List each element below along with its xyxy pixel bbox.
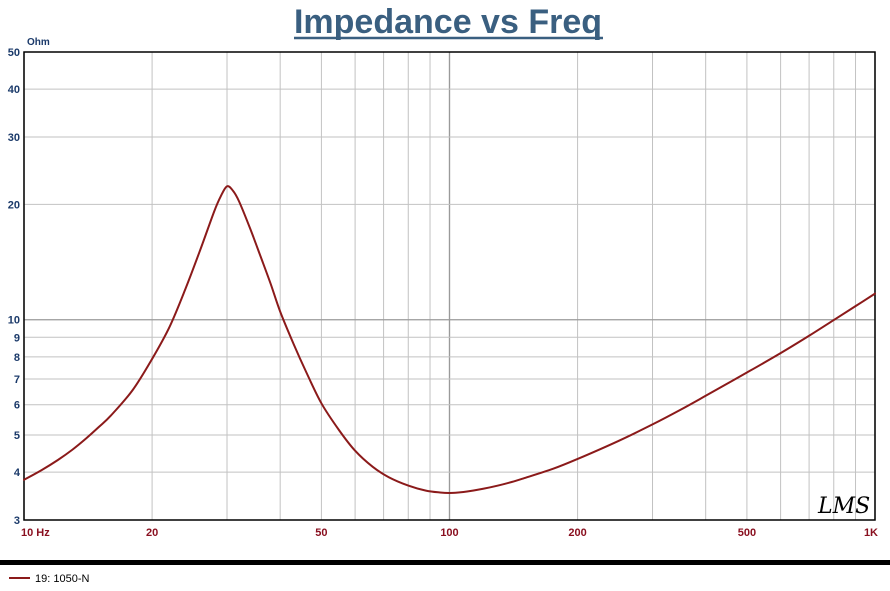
y-tick-label: 50	[8, 47, 20, 59]
series-layer	[23, 185, 876, 494]
y-axis-tick-labels: 3 4 5 6 7 8 9 10 20 30 40 50	[8, 47, 21, 527]
y-tick-label: 30	[8, 132, 20, 144]
y-axis-unit-label: Ohm	[27, 37, 50, 48]
legend-separator-bar	[0, 560, 890, 565]
legend: 19: 1050-N	[9, 573, 89, 585]
y-tick-label: 6	[14, 400, 20, 412]
y-tick-label: 9	[14, 332, 20, 344]
x-tick-label: 50	[315, 527, 327, 539]
x-tick-label: 20	[146, 527, 158, 539]
plot-area-frame	[23, 51, 876, 521]
y-tick-label: 4	[14, 467, 21, 479]
x-tick-label: 10 Hz	[21, 527, 50, 539]
y-tick-label: 7	[14, 374, 20, 386]
y-tick-label: 8	[14, 352, 20, 364]
y-tick-label: 5	[14, 430, 20, 442]
y-tick-label: 3	[14, 515, 20, 527]
x-tick-label: 200	[568, 527, 586, 539]
lms-signature-logo: LMS	[817, 494, 870, 519]
impedance-series-line	[23, 185, 876, 494]
y-tick-label: 40	[8, 84, 20, 96]
chart-title: Impedance vs Freq	[294, 3, 602, 41]
x-tick-label: 1K	[864, 527, 878, 539]
grid-lines	[23, 51, 876, 521]
legend-label: 19: 1050-N	[35, 573, 89, 585]
x-tick-label: 100	[440, 527, 458, 539]
x-axis-tick-labels: 10 Hz 20 50 100 200 500 1K	[21, 527, 878, 539]
y-tick-label: 20	[8, 199, 20, 211]
x-tick-label: 500	[738, 527, 756, 539]
y-tick-label: 10	[8, 315, 20, 327]
